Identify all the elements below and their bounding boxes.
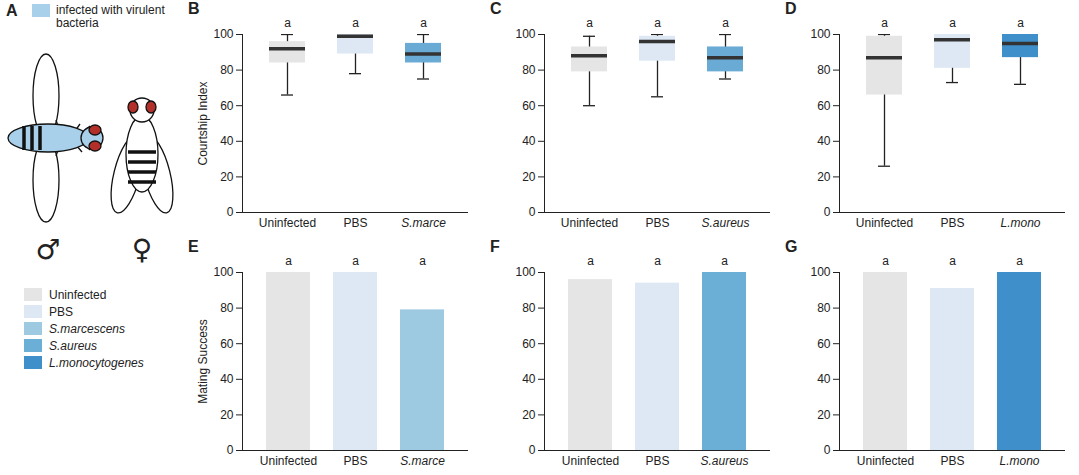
- svg-text:PBS: PBS: [343, 216, 367, 230]
- svg-text:0: 0: [824, 443, 831, 457]
- svg-text:a: a: [722, 16, 729, 30]
- svg-text:S.aureus: S.aureus: [701, 216, 749, 230]
- svg-text:♂: ♂: [35, 233, 60, 266]
- svg-text:0: 0: [529, 443, 536, 457]
- svg-text:20: 20: [817, 408, 831, 422]
- html-text:S.marcescens: S.marcescens: [49, 321, 125, 336]
- svg-text:a: a: [419, 254, 426, 268]
- svg-text:100: 100: [213, 265, 233, 279]
- svg-text:40: 40: [522, 372, 536, 386]
- svg-text:60: 60: [817, 99, 831, 113]
- svg-text:Uninfected: Uninfected: [259, 216, 316, 230]
- svg-text:Mating Success: Mating Success: [196, 319, 210, 404]
- svg-text:Uninfected: Uninfected: [856, 216, 913, 230]
- svg-text:Courtship Index: Courtship Index: [196, 81, 210, 165]
- svg-text:20: 20: [220, 408, 234, 422]
- svg-text:80: 80: [817, 301, 831, 315]
- svg-text:a: a: [654, 16, 661, 30]
- html-text:B: B: [188, 0, 200, 17]
- svg-text:0: 0: [227, 443, 234, 457]
- svg-text:a: a: [654, 254, 661, 268]
- svg-text:a: a: [1016, 254, 1023, 268]
- svg-text:80: 80: [522, 301, 536, 315]
- svg-text:20: 20: [817, 170, 831, 184]
- svg-text:40: 40: [817, 134, 831, 148]
- svg-text:20: 20: [522, 408, 536, 422]
- svg-text:a: a: [586, 16, 593, 30]
- svg-text:20: 20: [220, 170, 234, 184]
- svg-text:100: 100: [515, 265, 535, 279]
- svg-text:PBS: PBS: [645, 216, 669, 230]
- html-text:D: D: [785, 0, 797, 17]
- html-text:F: F: [490, 238, 500, 255]
- svg-text:a: a: [882, 254, 889, 268]
- svg-text:100: 100: [810, 265, 830, 279]
- html-text:PBS: PBS: [49, 304, 73, 319]
- svg-text:a: a: [949, 254, 956, 268]
- svg-text:60: 60: [220, 337, 234, 351]
- svg-text:0: 0: [227, 205, 234, 219]
- svg-text:PBS: PBS: [940, 216, 964, 230]
- svg-text:100: 100: [213, 27, 233, 41]
- svg-text:S.marce: S.marce: [401, 216, 446, 230]
- svg-text:PBS: PBS: [645, 454, 669, 468]
- svg-text:S.marce: S.marce: [400, 454, 445, 468]
- svg-text:80: 80: [817, 63, 831, 77]
- svg-text:60: 60: [522, 99, 536, 113]
- svg-text:60: 60: [220, 99, 234, 113]
- svg-text:a: a: [285, 254, 292, 268]
- svg-text:80: 80: [220, 63, 234, 77]
- svg-text:a: a: [1017, 16, 1024, 30]
- svg-text:60: 60: [817, 337, 831, 351]
- svg-text:Uninfected: Uninfected: [260, 454, 317, 468]
- svg-text:40: 40: [522, 134, 536, 148]
- svg-text:a: a: [284, 16, 291, 30]
- svg-text:Uninfected: Uninfected: [561, 216, 618, 230]
- svg-text:20: 20: [522, 170, 536, 184]
- svg-text:40: 40: [220, 372, 234, 386]
- svg-text:80: 80: [220, 301, 234, 315]
- svg-text:a: a: [352, 254, 359, 268]
- html-text:infected with virulent bacteri: infected with virulent bacteria: [56, 3, 165, 30]
- svg-text:PBS: PBS: [343, 454, 367, 468]
- html-text:L.monocytogenes: L.monocytogenes: [49, 355, 144, 370]
- svg-text:a: a: [949, 16, 956, 30]
- svg-text:♀: ♀: [132, 233, 153, 266]
- svg-text:100: 100: [810, 27, 830, 41]
- svg-text:L.mono: L.mono: [999, 454, 1039, 468]
- html-text:S.aureus: S.aureus: [49, 338, 97, 353]
- svg-text:40: 40: [220, 134, 234, 148]
- html-text:E: E: [188, 238, 199, 255]
- html-text:C: C: [490, 0, 502, 17]
- svg-text:0: 0: [529, 205, 536, 219]
- svg-text:L.mono: L.mono: [1000, 216, 1040, 230]
- html-text:Uninfected: Uninfected: [49, 287, 107, 302]
- svg-text:PBS: PBS: [940, 454, 964, 468]
- svg-text:a: a: [587, 254, 594, 268]
- svg-text:100: 100: [515, 27, 535, 41]
- svg-text:S.aureus: S.aureus: [700, 454, 748, 468]
- svg-text:60: 60: [522, 337, 536, 351]
- svg-text:a: a: [352, 16, 359, 30]
- svg-text:80: 80: [522, 63, 536, 77]
- svg-text:a: a: [721, 254, 728, 268]
- svg-text:0: 0: [824, 205, 831, 219]
- svg-text:Uninfected: Uninfected: [562, 454, 619, 468]
- svg-text:a: a: [420, 16, 427, 30]
- html-text:A: A: [6, 2, 18, 19]
- svg-text:40: 40: [817, 372, 831, 386]
- html-text:G: G: [785, 238, 798, 255]
- svg-text:a: a: [881, 16, 888, 30]
- svg-text:Uninfected: Uninfected: [857, 454, 914, 468]
